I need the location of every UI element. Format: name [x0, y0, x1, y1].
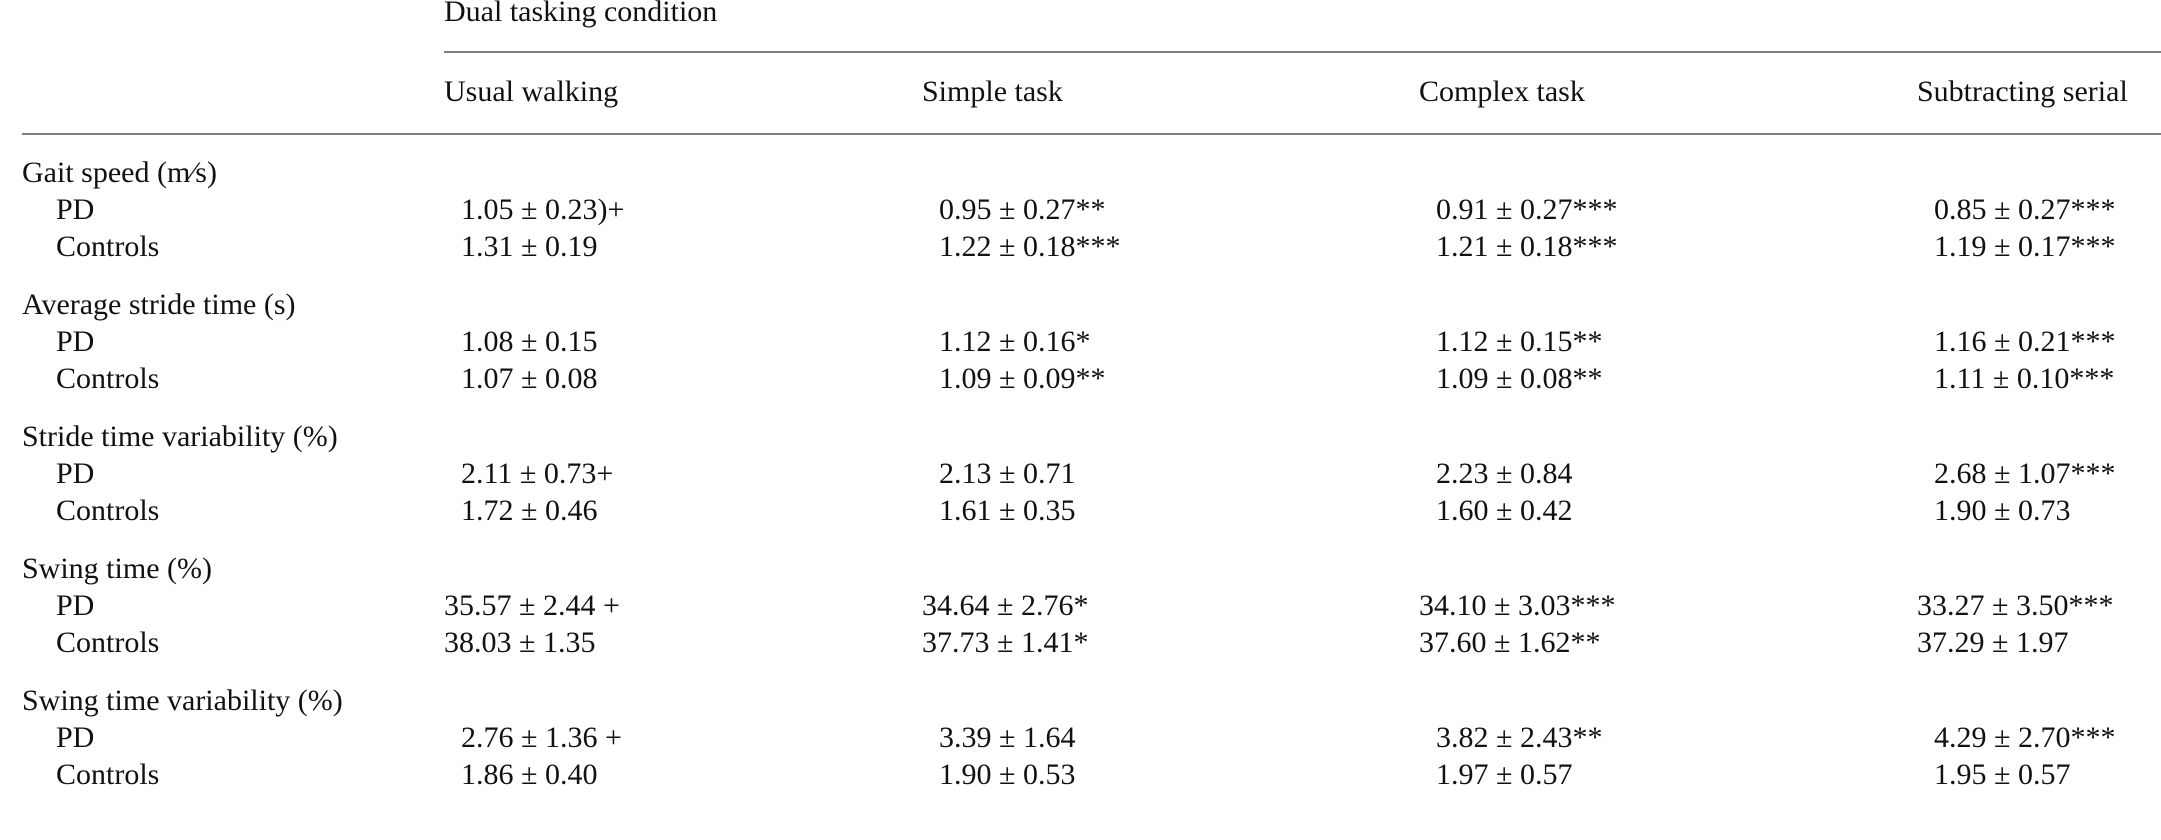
cell: 0.91 ± 0.27***: [1436, 193, 1617, 226]
cell: 34.10 ± 3.03***: [1419, 589, 1615, 622]
cell: 34.64 ± 2.76*: [922, 589, 1088, 622]
cell: 1.09 ± 0.09**: [939, 362, 1105, 395]
cell: 37.60 ± 1.62**: [1419, 626, 1600, 659]
cell: 1.60 ± 0.42: [1436, 494, 1572, 527]
cell: 1.19 ± 0.17***: [1934, 230, 2115, 263]
cell: 1.97 ± 0.57: [1436, 758, 1572, 791]
group-label: Average stride time (s): [22, 288, 296, 321]
group-label: Swing time (%): [22, 552, 212, 585]
cell: 1.95 ± 0.57: [1934, 758, 2070, 791]
cell: 2.23 ± 0.84: [1436, 457, 1572, 490]
cell: 35.57 ± 2.44 +: [444, 589, 620, 622]
row-label: Controls: [56, 626, 159, 659]
cell: 1.90 ± 0.53: [939, 758, 1075, 791]
group-label: Gait speed (m∕s): [22, 156, 217, 189]
cell: 1.21 ± 0.18***: [1436, 230, 1617, 263]
cell: 3.82 ± 2.43**: [1436, 721, 1602, 754]
cell: 1.31 ± 0.19: [461, 230, 597, 263]
cell: 1.22 ± 0.18***: [939, 230, 1120, 263]
cell: 1.61 ± 0.35: [939, 494, 1075, 527]
cell: 2.68 ± 1.07***: [1934, 457, 2115, 490]
cell: 1.12 ± 0.16*: [939, 325, 1090, 358]
row-label: PD: [56, 193, 94, 226]
row-label: PD: [56, 721, 94, 754]
cell: 1.86 ± 0.40: [461, 758, 597, 791]
cell: 1.07 ± 0.08: [461, 362, 597, 395]
row-label: Controls: [56, 494, 159, 527]
cell: 0.95 ± 0.27**: [939, 193, 1105, 226]
cell: 1.08 ± 0.15: [461, 325, 597, 358]
column-header: Simple task: [922, 75, 1063, 108]
cell: 2.13 ± 0.71: [939, 457, 1075, 490]
cell: 1.09 ± 0.08**: [1436, 362, 1602, 395]
cell: 1.05 ± 0.23)+: [461, 193, 624, 226]
cell: 37.73 ± 1.41*: [922, 626, 1088, 659]
cell: 1.90 ± 0.73: [1934, 494, 2070, 527]
cell: 0.85 ± 0.27***: [1934, 193, 2115, 226]
cell: 4.29 ± 2.70***: [1934, 721, 2115, 754]
cell: 2.76 ± 1.36 +: [461, 721, 622, 754]
row-label: Controls: [56, 362, 159, 395]
cell: 38.03 ± 1.35: [444, 626, 595, 659]
row-label: PD: [56, 457, 94, 490]
cell: 1.12 ± 0.15**: [1436, 325, 1602, 358]
table-super-header: Dual tasking condition: [444, 0, 717, 28]
row-label: Controls: [56, 758, 159, 791]
cell: 1.11 ± 0.10***: [1934, 362, 2114, 395]
cell: 2.11 ± 0.73+: [461, 457, 613, 490]
row-label: Controls: [56, 230, 159, 263]
group-label: Stride time variability (%): [22, 420, 338, 453]
row-label: PD: [56, 325, 94, 358]
cell: 3.39 ± 1.64: [939, 721, 1075, 754]
cell: 1.16 ± 0.21***: [1934, 325, 2115, 358]
column-header: Complex task: [1419, 75, 1585, 108]
group-label: Swing time variability (%): [22, 684, 343, 717]
cell: 1.72 ± 0.46: [461, 494, 597, 527]
column-header: Usual walking: [444, 75, 618, 108]
cell: 37.29 ± 1.97: [1917, 626, 2068, 659]
column-header: Subtracting serial: [1917, 75, 2128, 108]
cell: 33.27 ± 3.50***: [1917, 589, 2113, 622]
row-label: PD: [56, 589, 94, 622]
